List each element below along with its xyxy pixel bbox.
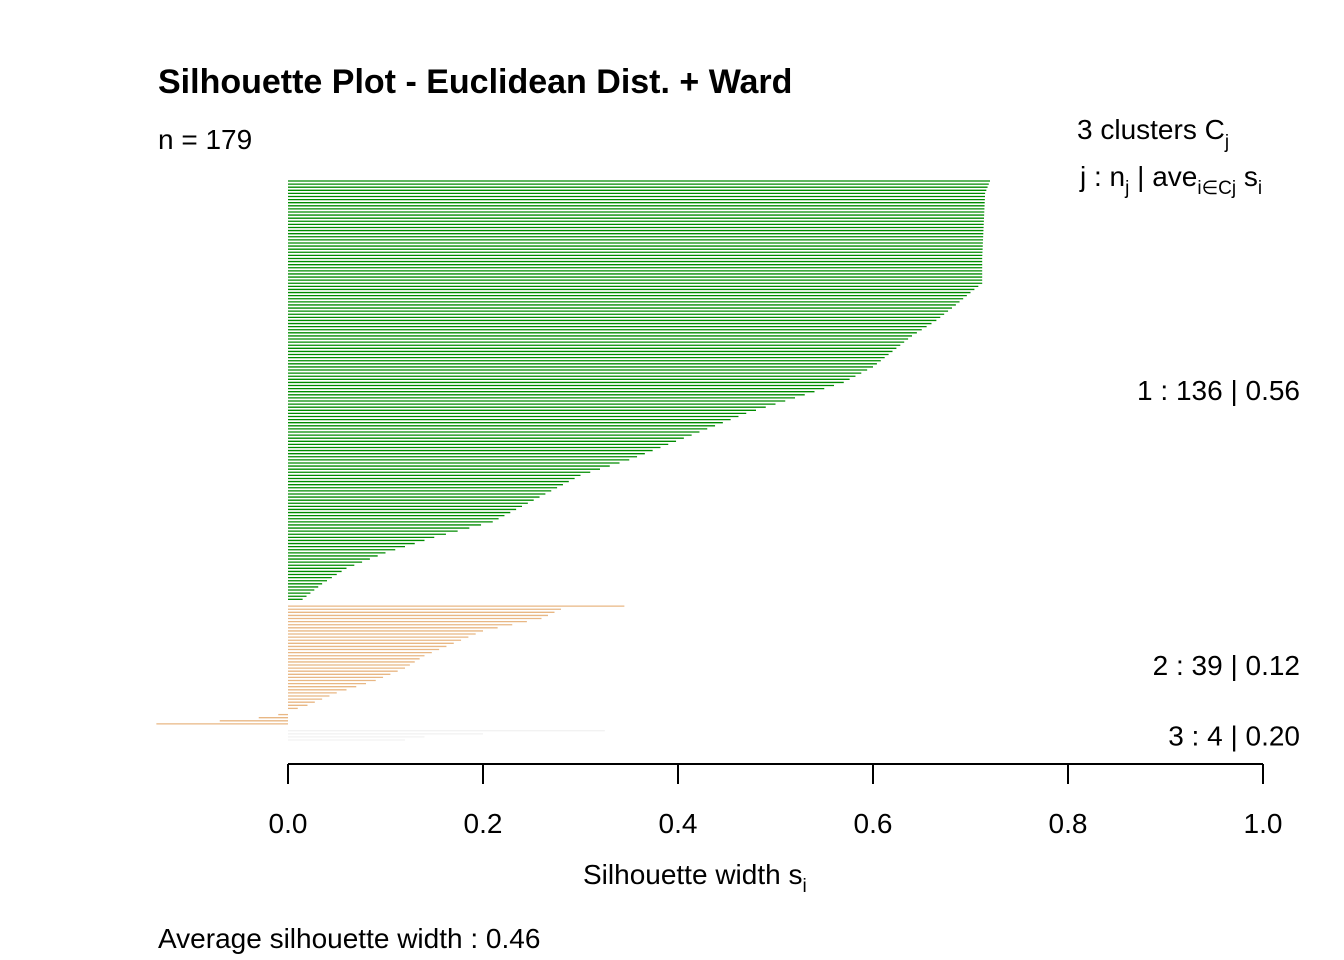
clusters-header: 3 clusters Cj [1077,114,1229,153]
x-tick-label: 1.0 [1244,808,1283,839]
x-tick-label: 0.0 [269,808,308,839]
x-axis-label: Silhouette width si [583,859,807,897]
cluster-labels: 1 : 136 | 0.56 2 : 39 | 0.12 3 : 4 | 0.20 [1137,375,1300,751]
cluster-label-2: 2 : 39 | 0.12 [1153,650,1300,681]
average-silhouette-width: Average silhouette width : 0.46 [158,923,540,954]
chart-title: Silhouette Plot - Euclidean Dist. + Ward [158,63,792,101]
x-tick-label: 0.8 [1049,808,1088,839]
cluster-label-3: 3 : 4 | 0.20 [1168,720,1300,751]
x-tick-label: 0.6 [854,808,893,839]
cluster-label-1: 1 : 136 | 0.56 [1137,375,1300,406]
silhouette-bars [156,180,990,741]
x-axis: 0.0 0.2 0.4 0.6 0.8 1.0 [269,763,1283,839]
cluster-legend-header: j : nj | avei∈Cj si [1079,161,1262,199]
x-tick-label: 0.4 [659,808,698,839]
x-tick-label: 0.2 [464,808,503,839]
sample-size-label: n = 179 [158,124,252,155]
